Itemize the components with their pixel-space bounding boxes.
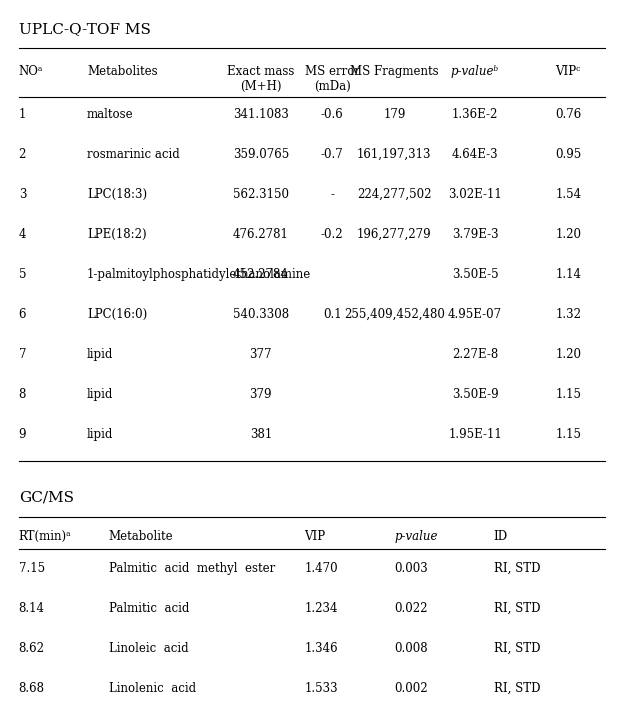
Text: 3.79E-3: 3.79E-3 [451,228,499,241]
Text: VIP: VIP [304,530,325,543]
Text: RI, STD: RI, STD [494,562,540,575]
Text: 3: 3 [19,188,26,201]
Text: 1.346: 1.346 [304,642,338,655]
Text: RI, STD: RI, STD [494,682,540,695]
Text: 1.32: 1.32 [555,308,581,322]
Text: 1.95E-11: 1.95E-11 [448,428,502,442]
Text: 4.64E-3: 4.64E-3 [451,148,499,161]
Text: p-valueᵇ: p-valueᵇ [451,65,499,78]
Text: 359.0765: 359.0765 [233,148,289,161]
Text: Linolenic  acid: Linolenic acid [109,682,196,695]
Text: Metabolites: Metabolites [87,65,158,78]
Text: 540.3308: 540.3308 [233,308,289,322]
Text: 0.022: 0.022 [394,602,428,615]
Text: UPLC-Q-TOF MS: UPLC-Q-TOF MS [19,22,150,37]
Text: 0.1: 0.1 [323,308,342,322]
Text: 377: 377 [250,348,272,362]
Text: Exact mass
(M+H): Exact mass (M+H) [227,65,294,93]
Text: p-value: p-value [394,530,438,543]
Text: 5: 5 [19,268,26,282]
Text: MS Fragments: MS Fragments [350,65,438,78]
Text: 3.50E-5: 3.50E-5 [451,268,499,282]
Text: 7.15: 7.15 [19,562,45,575]
Text: 1.470: 1.470 [304,562,338,575]
Text: 2.27E-8: 2.27E-8 [452,348,498,362]
Text: 1.14: 1.14 [555,268,581,282]
Text: 476.2781: 476.2781 [233,228,289,241]
Text: 1.54: 1.54 [555,188,581,201]
Text: Metabolite: Metabolite [109,530,173,543]
Text: lipid: lipid [87,388,113,402]
Text: -: - [330,188,334,201]
Text: 1-palmitoylphosphatidylethanolamine: 1-palmitoylphosphatidylethanolamine [87,268,311,282]
Text: RT(min)ᵃ: RT(min)ᵃ [19,530,71,543]
Text: 4.95E-07: 4.95E-07 [448,308,502,322]
Text: 8.14: 8.14 [19,602,45,615]
Text: ID: ID [494,530,508,543]
Text: 3.02E-11: 3.02E-11 [448,188,502,201]
Text: 161,197,313: 161,197,313 [357,148,432,161]
Text: 0.002: 0.002 [394,682,428,695]
Text: 341.1083: 341.1083 [233,108,289,121]
Text: 224,277,502: 224,277,502 [357,188,432,201]
Text: RI, STD: RI, STD [494,642,540,655]
Text: -0.7: -0.7 [321,148,343,161]
Text: LPE(18:2): LPE(18:2) [87,228,147,241]
Text: 7: 7 [19,348,26,362]
Text: Palmitic  acid: Palmitic acid [109,602,189,615]
Text: 0.76: 0.76 [555,108,581,121]
Text: 562.3150: 562.3150 [233,188,289,201]
Text: NOᵃ: NOᵃ [19,65,43,78]
Text: 1.36E-2: 1.36E-2 [452,108,498,121]
Text: 1.20: 1.20 [555,228,581,241]
Text: 1.533: 1.533 [304,682,338,695]
Text: 1.15: 1.15 [555,388,581,402]
Text: 452.2784: 452.2784 [233,268,289,282]
Text: 1: 1 [19,108,26,121]
Text: -0.6: -0.6 [321,108,343,121]
Text: maltose: maltose [87,108,134,121]
Text: Palmitic  acid  methyl  ester: Palmitic acid methyl ester [109,562,275,575]
Text: 255,409,452,480: 255,409,452,480 [344,308,445,322]
Text: MS error
(mDa): MS error (mDa) [305,65,360,93]
Text: 1.20: 1.20 [555,348,581,362]
Text: 8.62: 8.62 [19,642,45,655]
Text: 179: 179 [383,108,406,121]
Text: LPC(18:3): LPC(18:3) [87,188,147,201]
Text: lipid: lipid [87,428,113,442]
Text: 0.003: 0.003 [394,562,428,575]
Text: 1.15: 1.15 [555,428,581,442]
Text: RI, STD: RI, STD [494,602,540,615]
Text: 381: 381 [250,428,272,442]
Text: 8: 8 [19,388,26,402]
Text: 0.008: 0.008 [394,642,428,655]
Text: rosmarinic acid: rosmarinic acid [87,148,179,161]
Text: 2: 2 [19,148,26,161]
Text: Linoleic  acid: Linoleic acid [109,642,188,655]
Text: LPC(16:0): LPC(16:0) [87,308,147,322]
Text: lipid: lipid [87,348,113,362]
Text: GC/MS: GC/MS [19,491,74,505]
Text: VIPᶜ: VIPᶜ [556,65,581,78]
Text: 4: 4 [19,228,26,241]
Text: 8.68: 8.68 [19,682,45,695]
Text: 3.50E-9: 3.50E-9 [451,388,499,402]
Text: 6: 6 [19,308,26,322]
Text: 1.234: 1.234 [304,602,338,615]
Text: 9: 9 [19,428,26,442]
Text: 196,277,279: 196,277,279 [357,228,432,241]
Text: -0.2: -0.2 [321,228,343,241]
Text: 379: 379 [250,388,272,402]
Text: 0.95: 0.95 [555,148,581,161]
